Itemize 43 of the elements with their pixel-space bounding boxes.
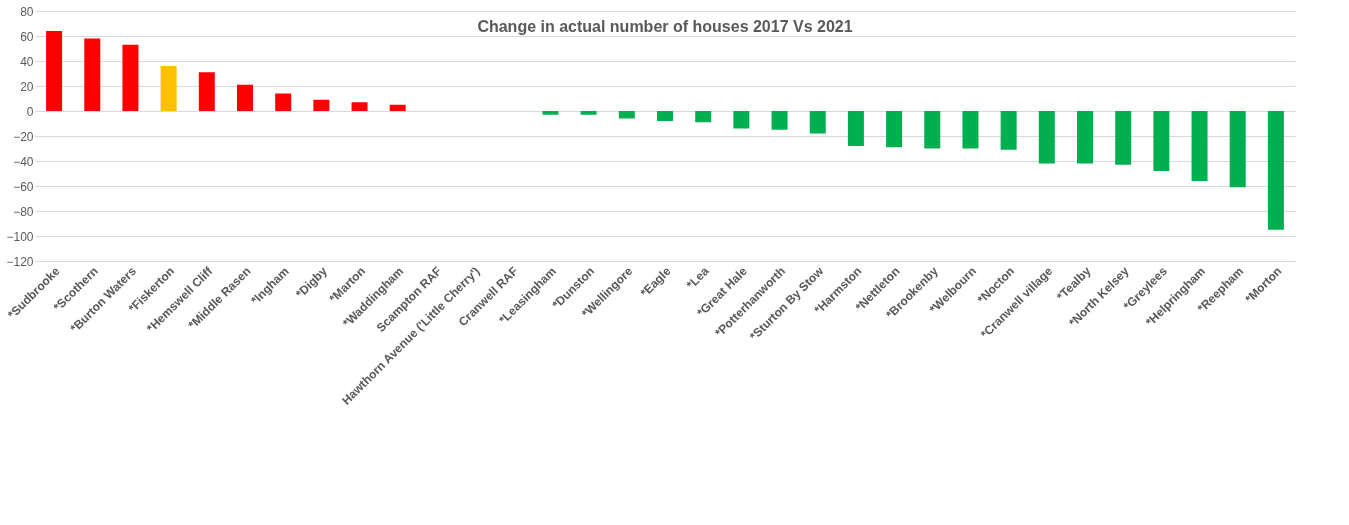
bar xyxy=(695,111,712,123)
bar xyxy=(237,84,253,111)
bar xyxy=(1038,111,1055,164)
bar xyxy=(1191,111,1208,181)
y-tick-label: 60 xyxy=(20,29,34,44)
bar xyxy=(1153,111,1170,171)
bar xyxy=(962,111,979,149)
bar xyxy=(542,111,559,115)
bar xyxy=(733,111,750,129)
bar xyxy=(618,111,635,119)
bar xyxy=(389,104,406,111)
x-tick-label: *Lea xyxy=(683,263,712,292)
bar xyxy=(84,38,101,111)
bar xyxy=(771,111,788,130)
bar xyxy=(847,111,864,146)
bar xyxy=(657,111,673,121)
bar xyxy=(1267,111,1284,230)
y-tick-label: −60 xyxy=(13,179,34,194)
bar xyxy=(580,111,597,115)
y-tick-label: 0 xyxy=(26,104,34,119)
y-tick-label: −120 xyxy=(6,254,34,269)
chart-title: Change in actual number of houses 2017 Vs 2021 xyxy=(477,18,853,35)
y-tick-label: −100 xyxy=(6,229,34,244)
y-tick-label: −20 xyxy=(13,129,34,144)
y-tick-label: 80 xyxy=(20,4,34,19)
bar xyxy=(122,44,139,111)
bar xyxy=(1000,111,1017,150)
bar xyxy=(924,111,941,149)
y-tick-label: −80 xyxy=(13,204,34,219)
y-tick-label: 40 xyxy=(20,54,34,69)
bar xyxy=(198,72,215,111)
bar xyxy=(46,31,63,111)
bar xyxy=(275,93,292,111)
bar xyxy=(351,102,368,111)
bar xyxy=(1115,111,1132,165)
y-tick-label: −40 xyxy=(13,154,34,169)
bar xyxy=(886,111,903,148)
bar xyxy=(1229,111,1246,188)
bar xyxy=(1077,111,1093,164)
bar xyxy=(809,111,826,134)
bar xyxy=(160,66,177,111)
y-tick-label: 20 xyxy=(20,79,34,94)
bar xyxy=(313,99,330,111)
